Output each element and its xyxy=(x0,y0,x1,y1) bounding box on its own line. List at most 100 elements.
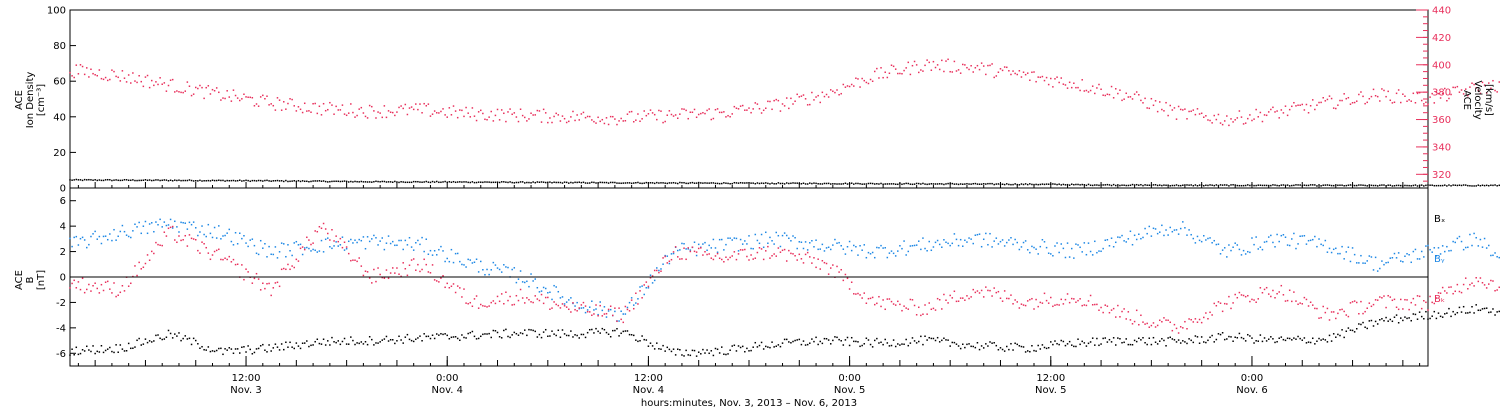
bx-point xyxy=(1127,343,1130,346)
velocity-point xyxy=(1423,103,1425,105)
density-point xyxy=(752,182,754,184)
velocity-point xyxy=(538,110,541,112)
bx-point xyxy=(1431,315,1433,317)
by-point xyxy=(329,246,331,248)
by-point xyxy=(639,286,641,288)
by-point xyxy=(134,223,136,226)
bx-point xyxy=(438,334,440,336)
velocity-point xyxy=(463,115,465,118)
density-point xyxy=(272,180,275,182)
by-point xyxy=(167,224,170,226)
density-point xyxy=(331,180,333,183)
bx-point xyxy=(264,349,266,351)
density-point xyxy=(943,183,945,186)
bx-point xyxy=(1052,343,1054,346)
bx-point xyxy=(96,350,98,353)
bx-point xyxy=(737,345,740,347)
bx-point xyxy=(836,336,838,339)
bx-point xyxy=(1161,337,1163,340)
bx-point xyxy=(1142,337,1144,339)
density-point xyxy=(1125,184,1127,187)
velocity-point xyxy=(1448,97,1450,100)
bx-point xyxy=(197,343,199,345)
density-point xyxy=(861,183,863,185)
density-point xyxy=(1391,185,1394,187)
velocity-point xyxy=(379,112,381,114)
density-point xyxy=(1414,184,1417,186)
velocity-point xyxy=(1198,113,1201,115)
bx-point xyxy=(480,335,482,338)
velocity-point xyxy=(815,96,817,98)
velocity-point xyxy=(354,116,356,118)
velocity-point xyxy=(607,123,610,126)
bx-point xyxy=(783,338,786,341)
by-point xyxy=(666,255,669,257)
velocity-point xyxy=(1366,101,1368,104)
velocity-point xyxy=(335,105,337,108)
velocity-point xyxy=(125,81,128,83)
by-point xyxy=(368,240,371,243)
bx-point xyxy=(1496,311,1498,313)
bx-point xyxy=(1217,333,1220,335)
density-point xyxy=(1303,184,1306,186)
density-point xyxy=(1047,183,1050,185)
density-point xyxy=(1127,184,1130,187)
bx-point xyxy=(270,350,272,352)
velocity-point xyxy=(425,105,428,107)
by-point xyxy=(568,299,570,301)
velocity-point xyxy=(1420,99,1423,102)
bx-point xyxy=(756,346,759,348)
by-point xyxy=(316,251,319,253)
density-point xyxy=(1052,183,1054,185)
density-point xyxy=(565,181,568,184)
velocity-point xyxy=(725,116,727,118)
density-point xyxy=(1326,184,1329,186)
velocity-point xyxy=(695,116,698,119)
by-point xyxy=(220,238,222,240)
by-point xyxy=(417,239,419,242)
velocity-point xyxy=(299,108,302,111)
bx-point xyxy=(121,348,124,350)
velocity-point xyxy=(1014,72,1016,75)
velocity-point xyxy=(609,115,612,118)
velocity-point xyxy=(178,91,180,93)
velocity-point xyxy=(729,115,731,118)
bx-point xyxy=(1211,334,1213,337)
by-point xyxy=(178,231,180,233)
velocity-point xyxy=(92,72,94,75)
density-point xyxy=(163,179,166,181)
velocity-point xyxy=(754,102,757,104)
bx-point xyxy=(146,341,149,344)
density-point xyxy=(806,183,809,185)
bx-point xyxy=(788,341,790,343)
bx-point xyxy=(760,341,763,344)
by-point xyxy=(205,235,207,238)
bx-point xyxy=(513,331,516,334)
density-point xyxy=(767,182,769,185)
density-point xyxy=(509,181,511,183)
density-point xyxy=(498,181,501,184)
velocity-point xyxy=(182,91,184,94)
velocity-point xyxy=(530,112,532,114)
density-point xyxy=(1485,184,1488,187)
velocity-point xyxy=(467,112,469,114)
velocity-point xyxy=(915,64,918,66)
by-point xyxy=(75,235,78,238)
density-point xyxy=(1494,184,1496,186)
density-point xyxy=(695,182,698,184)
density-point xyxy=(930,183,933,185)
velocity-point xyxy=(259,96,262,98)
density-point xyxy=(1314,184,1316,186)
density-point xyxy=(819,183,822,185)
velocity-tick-label: 400 xyxy=(1432,60,1451,71)
bx-point xyxy=(758,344,761,347)
bx-point xyxy=(660,348,662,350)
density-point xyxy=(140,179,143,182)
density-point xyxy=(1085,184,1088,187)
density-point xyxy=(226,179,228,182)
velocity-point xyxy=(247,96,249,99)
velocity-point xyxy=(1274,111,1276,113)
density-point xyxy=(297,179,300,182)
velocity-point xyxy=(1473,83,1475,86)
bx-point xyxy=(1381,318,1383,320)
